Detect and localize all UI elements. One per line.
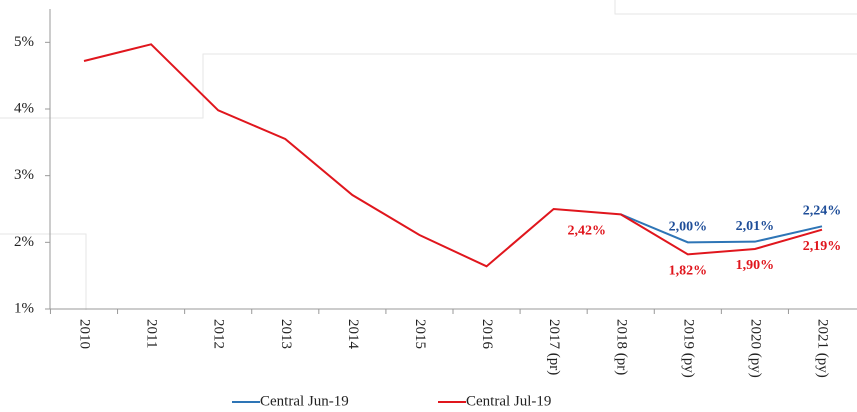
value-label: 1,82% [669, 264, 708, 279]
series-line [620, 213, 823, 244]
x-tick-label: 2012 [211, 319, 227, 349]
series-line [83, 43, 823, 268]
legend-label: Central Jul-19 [466, 393, 551, 409]
x-tick-label: 2014 [345, 319, 361, 350]
x-tick-label: 2018 (pr) [613, 319, 629, 375]
x-tick-label: 2020 (py) [747, 319, 763, 378]
x-tick-label: 2019 (py) [680, 319, 696, 378]
value-label: 2,24% [803, 204, 842, 219]
x-tick-label: 2010 [77, 319, 93, 349]
y-tick-label: 3% [14, 167, 34, 183]
y-tick-label: 2% [14, 234, 34, 250]
legend-label: Central Jun-19 [260, 393, 349, 409]
x-tick-label: 2021 (py) [815, 319, 831, 378]
x-tick-label: 2013 [278, 319, 294, 349]
value-label: 2,00% [669, 220, 708, 235]
value-label: 2,42% [567, 224, 606, 239]
value-label: 2,01% [736, 219, 775, 234]
x-tick-label: 2016 [479, 319, 495, 350]
background-decoration [0, 0, 857, 310]
x-tick-label: 2011 [144, 319, 160, 348]
value-label: 1,90% [736, 258, 775, 273]
y-tick-label: 4% [14, 100, 34, 116]
y-tick-label: 5% [14, 34, 34, 50]
y-tick-label: 1% [14, 300, 34, 316]
x-tick-label: 2015 [412, 319, 428, 349]
x-tick-label: 2017 (pr) [546, 319, 562, 375]
value-label: 2,19% [803, 239, 842, 254]
